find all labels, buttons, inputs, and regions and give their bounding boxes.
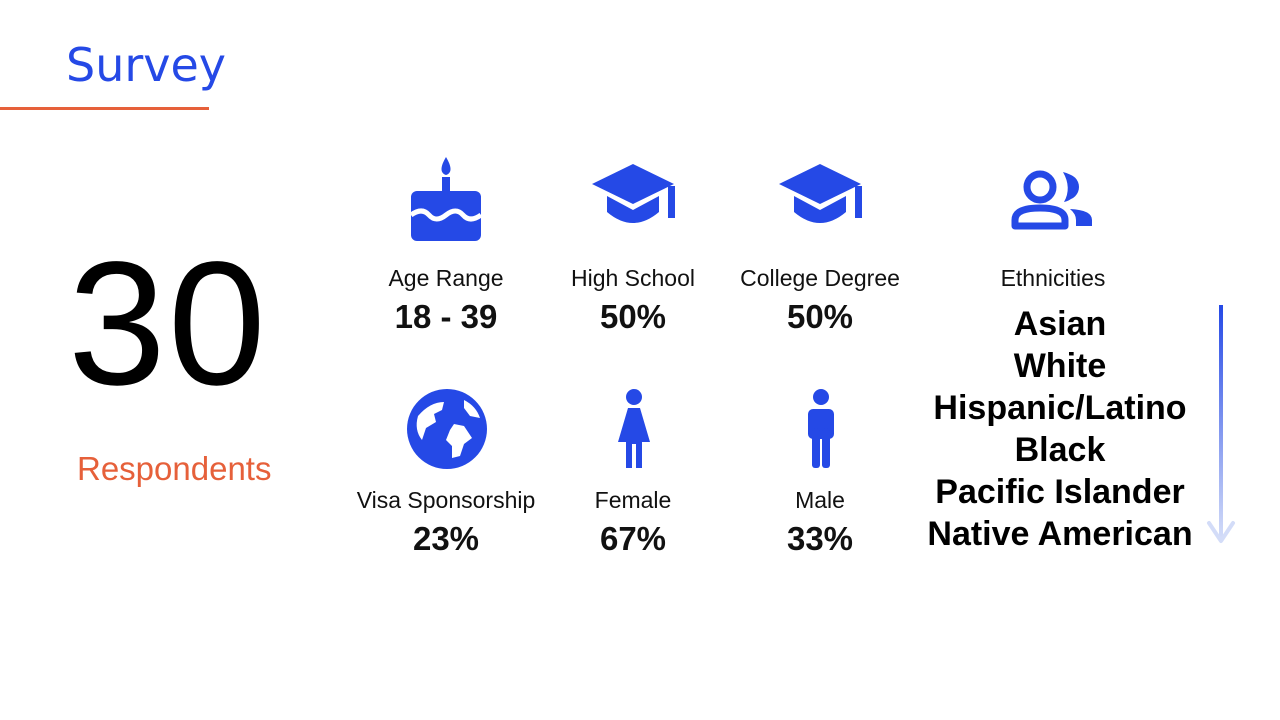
age-range-label: Age Range [388,265,504,291]
graduation-cap-icon [779,164,862,223]
college-degree-value: 50% [786,298,854,335]
female-icon [618,389,650,468]
ethnicities-list: Asian White Hispanic/Latino Black Pacifi… [920,303,1200,555]
globe-icon [407,389,487,469]
people-icon [1011,170,1092,230]
ethnicity-item: White [1013,347,1107,385]
high-school-value: 50% [599,298,667,335]
female-value: 67% [599,520,667,557]
male-icon [808,389,834,468]
title-underline [0,107,209,110]
college-degree-label: College Degree [740,265,900,291]
ethnicity-item: Hispanic/Latino [933,389,1187,427]
ethnicity-item: Black [1014,431,1106,469]
slide-title: Survey [66,38,227,92]
ethnicity-item: Native American [927,515,1193,553]
male-value: 33% [786,520,854,557]
visa-sponsorship-value: 23% [412,520,480,557]
female-label: Female [594,487,672,513]
respondent-count: 30 [68,226,268,422]
ethnicity-item: Asian [1013,305,1107,343]
visa-sponsorship-label: Visa Sponsorship [356,487,536,513]
ethnicities-label: Ethnicities [1000,265,1106,291]
age-range-value: 18 - 39 [394,298,498,335]
graduation-cap-icon [592,164,675,223]
birthday-cake-icon [409,157,483,241]
ethnicity-item: Pacific Islander [935,473,1185,511]
respondent-label: Respondents [77,450,272,487]
down-arrow-icon [1207,305,1235,543]
high-school-label: High School [570,265,696,291]
male-label: Male [795,487,845,513]
